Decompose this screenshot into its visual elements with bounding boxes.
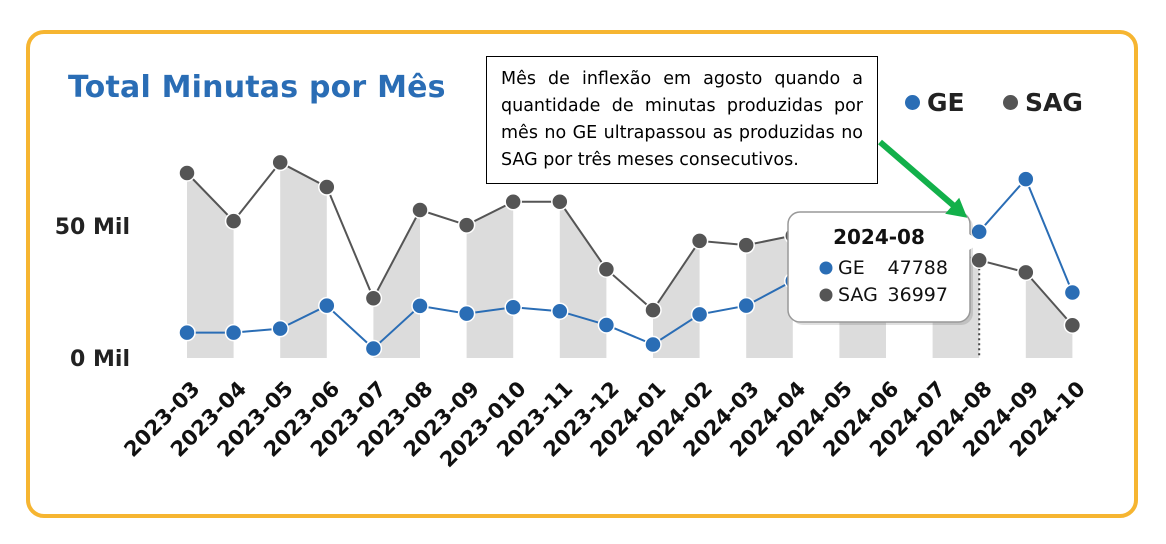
y-tick-label-50000: 50 Mil [55, 215, 130, 240]
shaded-column-2024-03 [746, 235, 793, 358]
point-sag-2023-03 [178, 164, 196, 182]
shaded-column-2023-07 [373, 210, 420, 358]
point-sag-2023-06 [318, 178, 336, 196]
y-tick-label-0: 0 Mil [70, 347, 130, 372]
point-ge-2023-07 [364, 339, 383, 358]
point-ge-2023-08 [411, 297, 429, 315]
annotation-note: Mês de inflexão em agosto quando a quant… [486, 56, 878, 184]
point-sag-2024-10 [1063, 316, 1082, 334]
point-sag-2024-02 [690, 232, 709, 250]
point-ge-2023-05 [271, 319, 289, 338]
point-ge-2023-03 [178, 323, 196, 342]
point-sag-2023-12 [597, 260, 616, 278]
annotation-arrow-head [945, 197, 968, 218]
point-ge-2023-12 [597, 316, 616, 334]
chart-title: Total Minutas por Mês [68, 70, 446, 105]
point-ge-2024-09 [1017, 170, 1035, 188]
legend-item-sag: SAG [1003, 88, 1083, 117]
tooltip-value-sag: 36997 [888, 284, 948, 306]
legend-label-sag: SAG [1025, 88, 1083, 117]
point-sag-2024-03 [737, 236, 755, 254]
legend-label-ge: GE [927, 88, 965, 117]
tooltip-marker-sag [819, 288, 833, 302]
legend-marker-sag [1003, 95, 1018, 110]
shaded-column-2023-03 [187, 173, 234, 358]
point-ge-2023-11 [551, 302, 569, 320]
point-sag-2023-11 [551, 193, 569, 211]
point-ge-2024-08 [970, 222, 988, 241]
point-sag-2023-010 [504, 193, 522, 211]
tooltip-label-sag: SAG [838, 284, 878, 306]
point-sag-2023-08 [411, 201, 429, 219]
point-sag-2023-07 [364, 289, 383, 308]
annotation-arrow-shaft [878, 139, 960, 211]
legend-marker-ge [905, 95, 920, 110]
point-sag-2024-08 [970, 251, 988, 269]
shaded-column-2024-09 [1025, 272, 1073, 358]
tooltip-label-ge: GE [838, 257, 865, 279]
point-ge-2023-04 [224, 323, 243, 342]
point-ge-2023-010 [504, 298, 522, 317]
tooltip-marker-ge [819, 261, 833, 275]
shaded-column-2023-05 [280, 162, 327, 358]
tooltip-box [787, 211, 971, 323]
tooltip-value-ge: 47788 [888, 257, 948, 279]
point-sag-2023-09 [457, 216, 476, 234]
shaded-column-2023-09 [466, 201, 514, 358]
point-ge-2023-06 [318, 296, 336, 315]
point-ge-2024-03 [737, 296, 755, 315]
point-sag-2023-04 [224, 212, 243, 230]
point-sag-2024-09 [1017, 263, 1035, 282]
legend-item-ge: GE [905, 88, 965, 117]
shaded-column-2023-11 [559, 201, 607, 358]
point-ge-2024-01 [644, 335, 662, 354]
point-sag-2023-05 [271, 153, 289, 172]
tooltip-title: 2024-08 [833, 225, 925, 249]
point-ge-2023-09 [457, 304, 476, 323]
point-ge-2024-02 [690, 305, 709, 324]
tooltip-pointer [969, 234, 982, 250]
shaded-column-2024-01 [653, 240, 700, 358]
point-ge-2024-10 [1063, 283, 1082, 302]
point-sag-2024-01 [644, 301, 662, 319]
